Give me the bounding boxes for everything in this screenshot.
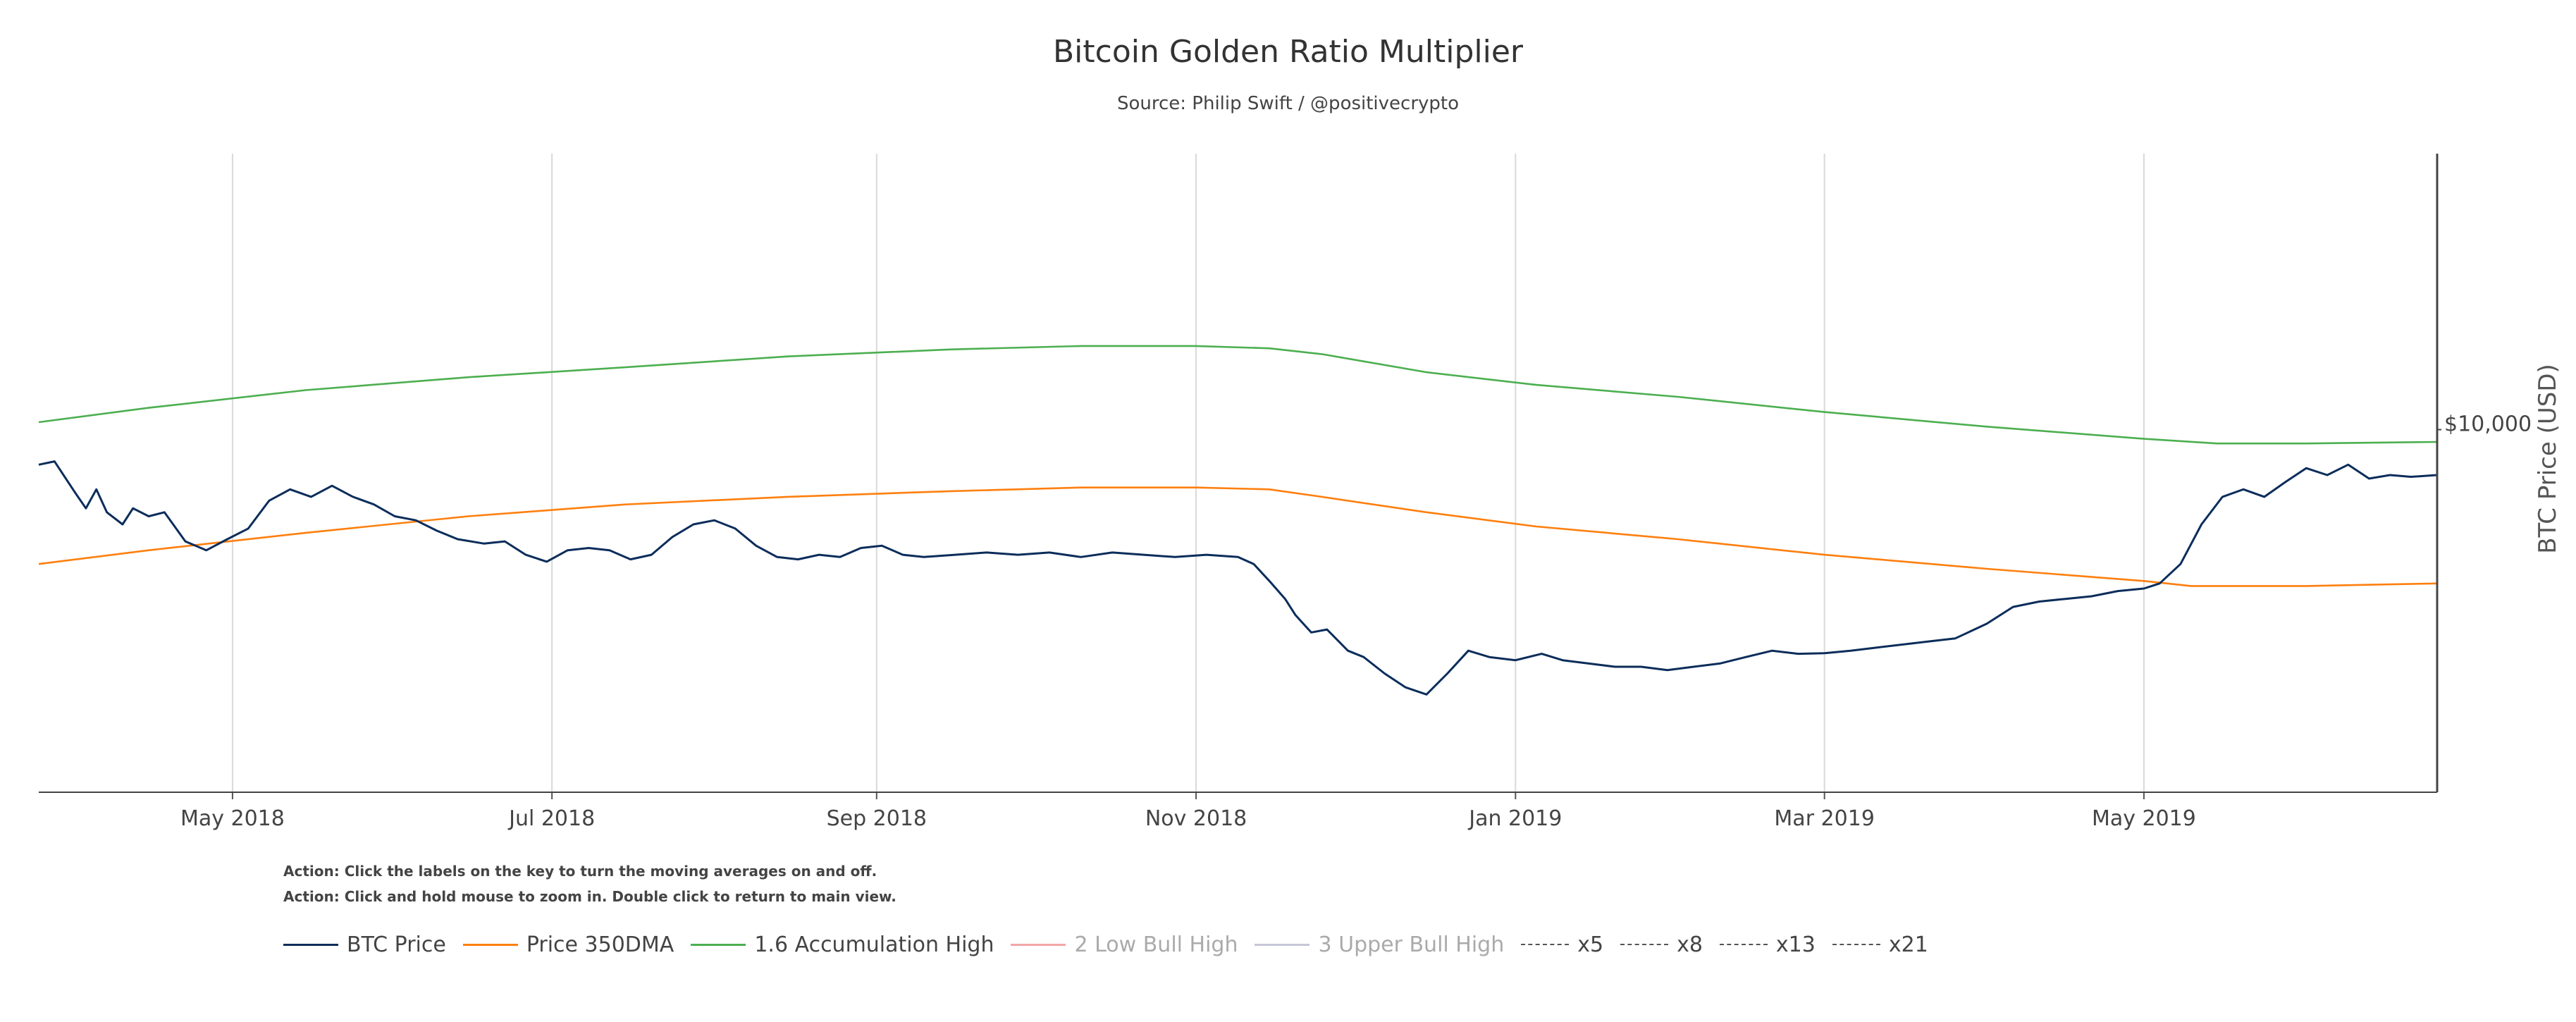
price-350dma-line[interactable] [38, 486, 2438, 587]
legend-swatch [1011, 943, 1066, 946]
legend-item-x13[interactable]: x13 [1719, 932, 1816, 957]
legend-swatch [1255, 943, 1310, 946]
legend-label: Price 350DMA [526, 932, 674, 957]
legend-item-btc-price[interactable]: BTC Price [283, 932, 446, 957]
x-tick-label: Jan 2019 [1467, 806, 1562, 831]
action-note-zoom: Action: Click and hold mouse to zoom in.… [283, 888, 896, 905]
legend-swatch [1620, 944, 1669, 945]
legend-label: BTC Price [347, 932, 446, 957]
x-tick-label: Sep 2018 [827, 806, 927, 831]
legend-swatch [1719, 944, 1768, 945]
legend-label: 2 Low Bull High [1074, 932, 1238, 957]
legend-item-x21[interactable]: x21 [1832, 932, 1928, 957]
chart-subtitle: Source: Philip Swift / @positivecrypto [1116, 93, 1460, 114]
x-tick-label: May 2019 [2092, 806, 2196, 831]
action-note-toggle: Action: Click the labels on the key to t… [283, 863, 877, 880]
legend-swatch [1521, 944, 1570, 945]
legend-item-x5[interactable]: x5 [1521, 932, 1603, 957]
action-notes: Action: Click the labels on the key to t… [283, 858, 896, 909]
legend-swatch [1832, 944, 1880, 945]
chart-title: Bitcoin Golden Ratio Multiplier [1052, 34, 1524, 70]
legend-label: x21 [1888, 932, 1928, 957]
x-tick-label: Mar 2019 [1774, 806, 1875, 831]
1-6-accumulation-high-line[interactable] [38, 345, 2438, 445]
legend-label: x13 [1775, 932, 1816, 957]
legend-item-3-upper-bull-high[interactable]: 3 Upper Bull High [1255, 932, 1504, 957]
legend-label: 3 Upper Bull High [1318, 932, 1505, 957]
legend-swatch [462, 943, 518, 946]
legend-swatch [691, 943, 746, 946]
legend-item-2-low-bull-high[interactable]: 2 Low Bull High [1011, 932, 1238, 957]
x-tick-label: May 2018 [180, 806, 285, 831]
btc-price-line[interactable] [38, 460, 2438, 696]
series-lines [38, 345, 2438, 696]
axes: May 2018 Jul 2018 Sep 2018 Nov 2018 Jan 2019… [39, 154, 2532, 831]
plot-area[interactable] [39, 154, 2437, 792]
grid-lines [231, 154, 2145, 792]
legend-item-price-350dma[interactable]: Price 350DMA [462, 932, 674, 957]
y-tick-label: $10,000 [2444, 412, 2532, 437]
x-tick-label: Nov 2018 [1145, 806, 1247, 831]
x-tick-label: Jul 2018 [507, 806, 595, 831]
legend: BTC Price Price 350DMA 1.6 Accumulation Hi… [283, 929, 1945, 960]
legend-swatch [283, 943, 338, 946]
legend-label: x5 [1577, 932, 1604, 957]
y-axis-label: BTC Price (USD) [2534, 364, 2562, 554]
legend-label: 1.6 Accumulation High [754, 932, 994, 957]
legend-item-x8[interactable]: x8 [1620, 932, 1703, 957]
legend-label: x8 [1677, 932, 1703, 957]
legend-item-1-6-accumulation-high[interactable]: 1.6 Accumulation High [691, 932, 994, 957]
